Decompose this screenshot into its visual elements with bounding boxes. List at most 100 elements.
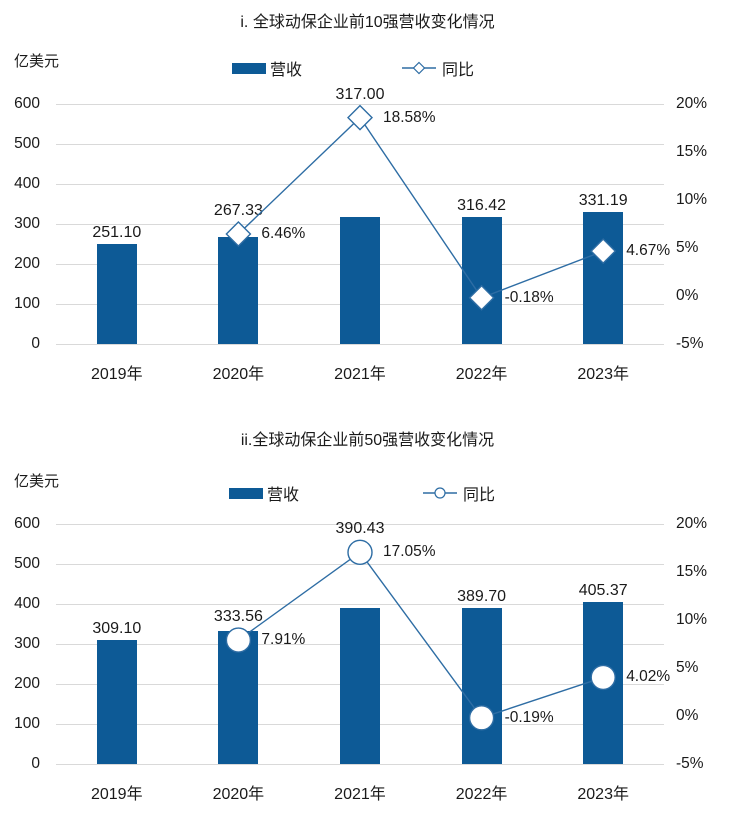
gridline bbox=[56, 763, 664, 765]
legend-yoy: 同比 bbox=[400, 57, 474, 79]
legend-line-label: 同比 bbox=[463, 487, 496, 504]
revenue-bar bbox=[218, 237, 259, 344]
y-axis-tick-left: 600 bbox=[14, 515, 40, 532]
plot-area: 600 500 400 300 200 100 0 20% 15% 10% 5% 0% -5% 309.1… bbox=[14, 515, 707, 772]
yoy-circle-marker bbox=[590, 664, 616, 691]
gridline bbox=[56, 343, 664, 345]
bar-value-label: 333.56 bbox=[213, 608, 263, 626]
gridline bbox=[56, 603, 664, 605]
x-axis-labels: 2019年 2020年 2021年 2022年 2023年 bbox=[56, 360, 664, 383]
legend-line-label: 同比 bbox=[442, 62, 475, 79]
bar-value-label: 267.33 bbox=[213, 201, 263, 219]
chart-title: i. 全球动保企业前10强营收变化情况 bbox=[240, 14, 495, 31]
y-axis-tick-right: 20% bbox=[676, 515, 708, 532]
legend-line-diamond-icon bbox=[402, 61, 436, 75]
left-axis-unit-label: 亿美元 bbox=[14, 473, 60, 490]
yoy-value-label: 4.02% bbox=[626, 668, 671, 686]
y-axis-tick-right: 10% bbox=[676, 611, 708, 628]
yoy-value-label: 7.91% bbox=[261, 631, 306, 649]
y-axis-tick-right: 0% bbox=[676, 707, 699, 724]
gridline bbox=[56, 143, 664, 145]
yoy-line-plot bbox=[225, 539, 616, 731]
bar-value-label: 316.42 bbox=[457, 197, 507, 215]
gridline bbox=[56, 183, 664, 185]
yoy-circle-marker bbox=[225, 627, 252, 653]
yoy-line bbox=[237, 116, 604, 299]
y-axis-tick-left: 500 bbox=[14, 555, 40, 572]
yoy-value-label: 17.05% bbox=[383, 543, 436, 561]
legend-yoy: 同比 bbox=[421, 482, 495, 504]
bar-value-label: 390.43 bbox=[335, 520, 385, 538]
x-axis-label: 2019年 bbox=[90, 786, 143, 803]
yoy-diamond-marker bbox=[468, 284, 495, 311]
yoy-value-label: -0.18% bbox=[504, 288, 554, 306]
x-axis-label: 2021年 bbox=[334, 366, 386, 383]
y-axis-tick-left: 300 bbox=[14, 215, 40, 232]
revenue-bar bbox=[96, 243, 137, 344]
y-axis-tick-right: -5% bbox=[676, 335, 704, 352]
bar-value-label: 309.10 bbox=[92, 620, 142, 638]
legend-revenue: 营收 bbox=[232, 57, 302, 79]
y-axis-tick-left: 300 bbox=[14, 635, 40, 652]
revenue-bar bbox=[218, 630, 259, 764]
chart-top50-revenue: ii.全球动保企业前50强营收变化情况 亿美元 营收 同比 600 500 400 3… bbox=[0, 400, 735, 815]
left-axis-unit-label: 亿美元 bbox=[14, 53, 60, 70]
y-axis-tick-right: 5% bbox=[676, 659, 699, 676]
y-axis-tick-right: 20% bbox=[676, 95, 708, 112]
y-axis-tick-left: 200 bbox=[14, 675, 40, 692]
yoy-circle-marker bbox=[347, 539, 373, 566]
yoy-line bbox=[237, 551, 604, 719]
y-axis-tick-left: 0 bbox=[31, 755, 40, 772]
yoy-value-label: -0.19% bbox=[504, 708, 554, 726]
y-axis-tick-right: 15% bbox=[676, 143, 708, 160]
plot-area: 600 500 400 300 200 100 0 20% 15% 10% 5% 0% -5% 251.1… bbox=[14, 86, 707, 352]
legend-bar-label: 营收 bbox=[270, 62, 303, 79]
legend-bar-swatch bbox=[232, 62, 266, 74]
bar-value-label: 331.19 bbox=[578, 191, 628, 209]
y-axis-tick-left: 500 bbox=[14, 135, 40, 152]
chart-top10-revenue: i. 全球动保企业前10强营收变化情况 亿美元 营收 同比 600 500 400 3… bbox=[0, 0, 735, 400]
x-axis-label: 2022年 bbox=[455, 786, 508, 803]
revenue-bar bbox=[583, 211, 624, 344]
y-axis-tick-left: 0 bbox=[31, 335, 40, 352]
x-axis-label: 2020年 bbox=[212, 366, 265, 383]
y-axis-tick-right: 10% bbox=[676, 191, 708, 208]
revenue-bar bbox=[340, 217, 380, 344]
yoy-diamond-marker bbox=[590, 238, 617, 265]
chart-title: ii.全球动保企业前50强营收变化情况 bbox=[240, 432, 495, 449]
y-axis-tick-left: 400 bbox=[14, 595, 40, 612]
x-axis-label: 2022年 bbox=[455, 366, 508, 383]
bar-value-label: 405.37 bbox=[578, 581, 628, 599]
y-axis-tick-left: 200 bbox=[14, 255, 40, 272]
y-axis-tick-left: 100 bbox=[14, 295, 40, 312]
x-axis-labels: 2019年 2020年 2021年 2022年 2023年 bbox=[56, 780, 664, 803]
yoy-diamond-marker bbox=[347, 104, 373, 131]
bar-value-label: 251.10 bbox=[92, 223, 142, 241]
y-axis-tick-left: 400 bbox=[14, 175, 40, 192]
y-axis-tick-left: 600 bbox=[14, 95, 40, 112]
yoy-line-plot bbox=[225, 104, 617, 311]
yoy-diamond-marker bbox=[225, 220, 252, 247]
y-axis-tick-right: 5% bbox=[676, 239, 699, 256]
revenue-bar bbox=[461, 217, 502, 344]
y-axis-tick-right: -5% bbox=[676, 755, 704, 772]
yoy-value-label: 6.46% bbox=[261, 224, 306, 242]
legend-bar-swatch bbox=[229, 487, 263, 499]
bar-value-label: 389.70 bbox=[457, 588, 507, 606]
revenue-bar bbox=[340, 607, 380, 764]
revenue-bar bbox=[461, 608, 502, 764]
legend-line-circle-icon bbox=[423, 487, 457, 499]
x-axis-label: 2023年 bbox=[577, 366, 629, 383]
revenue-bar bbox=[96, 640, 137, 764]
y-axis-tick-left: 100 bbox=[14, 715, 40, 732]
gridline bbox=[56, 103, 664, 105]
x-axis-label: 2020年 bbox=[212, 786, 265, 803]
x-axis-label: 2021年 bbox=[334, 786, 386, 803]
y-axis-tick-right: 15% bbox=[676, 563, 708, 580]
gridline bbox=[56, 523, 664, 525]
legend-bar-label: 营收 bbox=[267, 487, 300, 504]
x-axis-label: 2019年 bbox=[90, 366, 143, 383]
yoy-circle-marker bbox=[468, 705, 495, 731]
legend-revenue: 营收 bbox=[229, 482, 299, 504]
